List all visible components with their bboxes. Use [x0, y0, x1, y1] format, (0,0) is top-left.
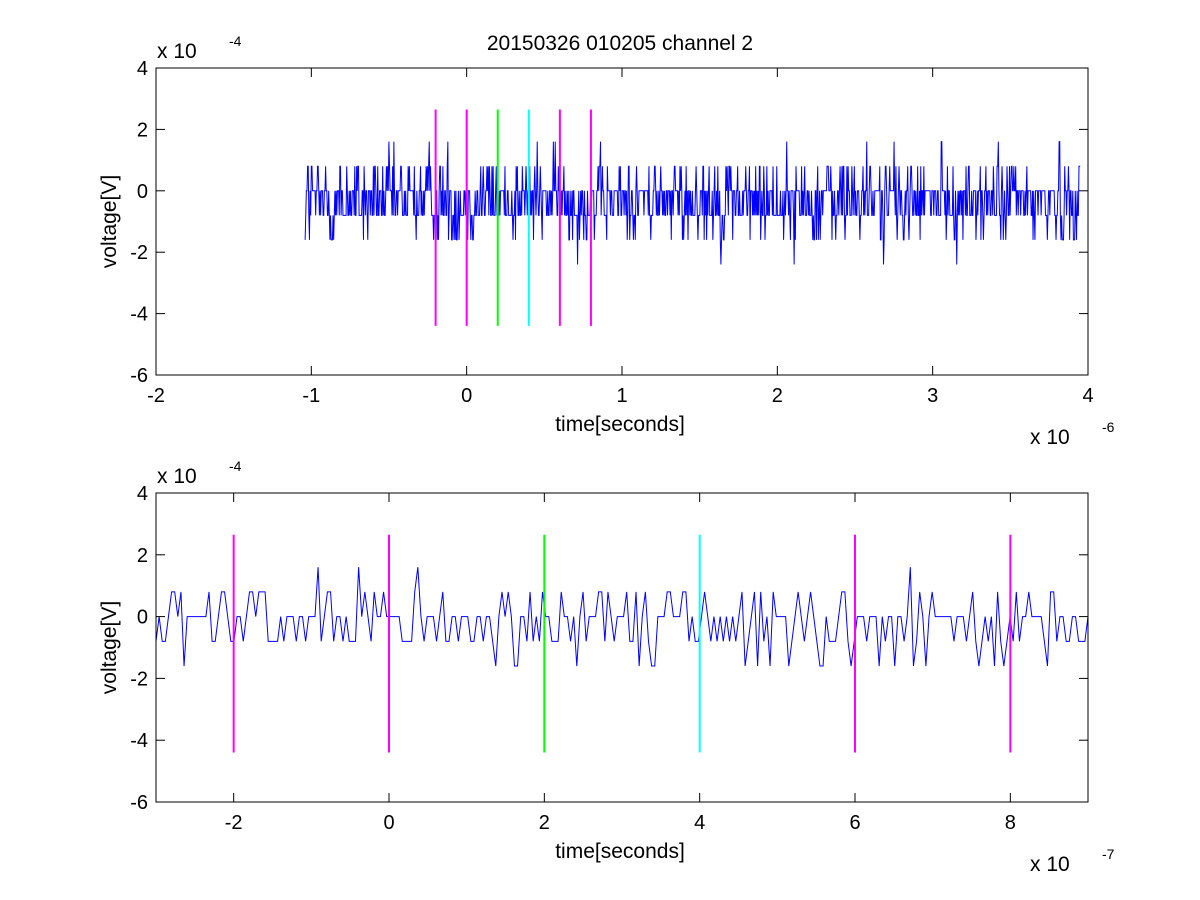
x-exponent-superscript: -7: [1102, 846, 1115, 862]
y-axis-label: voltage[V]: [98, 175, 121, 268]
x-exponent-superscript: -6: [1102, 419, 1115, 435]
y-tick-label: 2: [137, 545, 148, 567]
top-plot: -2 -1 0 1 2 3 4 -6 -4 -2 0 2 4 time[seconds] voltage[V…: [98, 33, 1115, 449]
y-axis-label: voltage[V]: [98, 601, 121, 694]
x-tick-label: 0: [461, 385, 472, 407]
x-tick-label: 4: [1082, 385, 1093, 407]
x-tick-label: -2: [147, 385, 165, 407]
y-tick-label: -2: [130, 668, 148, 690]
x-tick-label: 8: [1005, 812, 1016, 834]
y-exponent-label: x 10: [157, 40, 197, 63]
signal-trace: [155, 567, 1089, 667]
y-tick-label: -4: [130, 304, 148, 326]
y-exponent-superscript: -4: [229, 33, 242, 49]
x-exponent-label: x 10: [1030, 853, 1070, 876]
x-tick-label: 3: [927, 385, 938, 407]
y-tick-label: -2: [130, 242, 148, 264]
x-tick-label: 1: [616, 385, 627, 407]
x-tick-label: -1: [302, 385, 320, 407]
x-tick-label: 0: [383, 812, 394, 834]
y-tick-label: -4: [130, 730, 148, 752]
y-tick-label: 0: [137, 181, 148, 203]
x-tick-label: -2: [225, 812, 243, 834]
bottom-plot: -2 0 2 4 6 8 -6 -4 -2 0 2 4 time[seconds] voltage[V] x…: [98, 458, 1115, 876]
y-exponent-label: x 10: [157, 465, 197, 488]
x-exponent-label: x 10: [1030, 426, 1070, 449]
axes-box: [155, 492, 1089, 803]
x-tick-label: 2: [539, 812, 550, 834]
y-tick-label: 4: [137, 58, 148, 80]
x-tick-label: 6: [849, 812, 860, 834]
x-tick-label: 4: [694, 812, 705, 834]
x-axis-label: time[seconds]: [555, 840, 685, 863]
x-axis-label: time[seconds]: [555, 413, 685, 436]
y-tick-label: 2: [137, 119, 148, 141]
y-tick-label: 4: [137, 483, 148, 505]
y-exponent-superscript: -4: [229, 458, 242, 474]
y-tick-label: 0: [137, 607, 148, 629]
y-tick-label: -6: [130, 365, 148, 387]
x-tick-label: 2: [772, 385, 783, 407]
signal-trace: [304, 141, 1081, 265]
figure-title: 20150326 010205 channel 2: [487, 32, 753, 55]
y-tick-label: -6: [130, 792, 148, 814]
